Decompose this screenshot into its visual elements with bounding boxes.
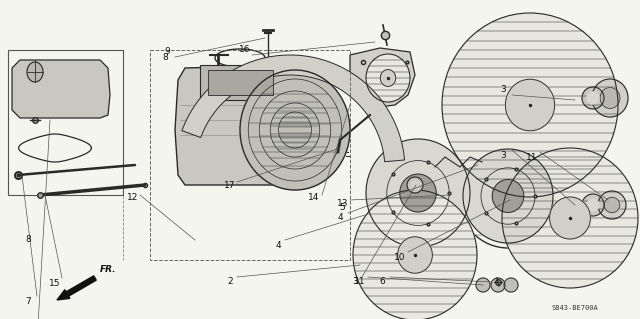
Polygon shape <box>600 87 620 108</box>
Text: 4: 4 <box>337 213 343 222</box>
Polygon shape <box>407 177 423 193</box>
Text: 13: 13 <box>337 199 349 209</box>
Bar <box>150 50 350 260</box>
Polygon shape <box>476 278 490 292</box>
Polygon shape <box>350 48 415 108</box>
Text: 14: 14 <box>308 194 320 203</box>
Bar <box>482 154 498 170</box>
Text: 12: 12 <box>127 194 139 203</box>
Polygon shape <box>12 60 110 118</box>
FancyArrow shape <box>57 276 96 300</box>
Polygon shape <box>587 92 599 104</box>
Text: 2: 2 <box>227 278 233 286</box>
Polygon shape <box>240 70 350 190</box>
Polygon shape <box>592 79 628 117</box>
Text: 8: 8 <box>162 53 168 62</box>
Polygon shape <box>380 70 396 86</box>
Polygon shape <box>353 190 477 319</box>
Text: 8: 8 <box>25 235 31 244</box>
Bar <box>208 70 273 95</box>
Polygon shape <box>397 237 433 273</box>
Polygon shape <box>604 197 620 213</box>
Polygon shape <box>502 148 638 288</box>
Polygon shape <box>491 278 505 292</box>
Polygon shape <box>411 181 419 189</box>
Bar <box>200 65 280 100</box>
Polygon shape <box>463 149 553 243</box>
Text: 16: 16 <box>239 46 251 55</box>
Polygon shape <box>550 197 590 239</box>
Text: 15: 15 <box>49 278 61 287</box>
Polygon shape <box>582 194 604 216</box>
Text: 3: 3 <box>500 151 506 160</box>
Polygon shape <box>366 54 410 102</box>
Text: 4: 4 <box>275 241 281 249</box>
Polygon shape <box>366 139 470 247</box>
Text: 3: 3 <box>500 85 506 94</box>
Text: 5: 5 <box>339 204 345 212</box>
Text: 7: 7 <box>25 298 31 307</box>
Polygon shape <box>504 278 518 292</box>
Polygon shape <box>27 62 43 82</box>
Polygon shape <box>587 199 599 211</box>
Text: 6: 6 <box>379 278 385 286</box>
Polygon shape <box>598 191 626 219</box>
Polygon shape <box>492 180 524 212</box>
Text: 17: 17 <box>224 181 236 189</box>
Polygon shape <box>400 174 436 212</box>
Text: 10: 10 <box>394 253 406 262</box>
Text: 3: 3 <box>352 278 358 286</box>
Text: 9: 9 <box>164 48 170 56</box>
Polygon shape <box>442 13 618 197</box>
Polygon shape <box>506 79 555 131</box>
Polygon shape <box>182 55 404 162</box>
Bar <box>8 50 123 195</box>
Text: S843-BE700A: S843-BE700A <box>552 305 598 311</box>
Polygon shape <box>582 87 604 109</box>
Polygon shape <box>175 65 298 185</box>
Text: FR.: FR. <box>100 265 116 275</box>
Text: 11: 11 <box>526 152 538 161</box>
Text: 11: 11 <box>355 278 365 286</box>
